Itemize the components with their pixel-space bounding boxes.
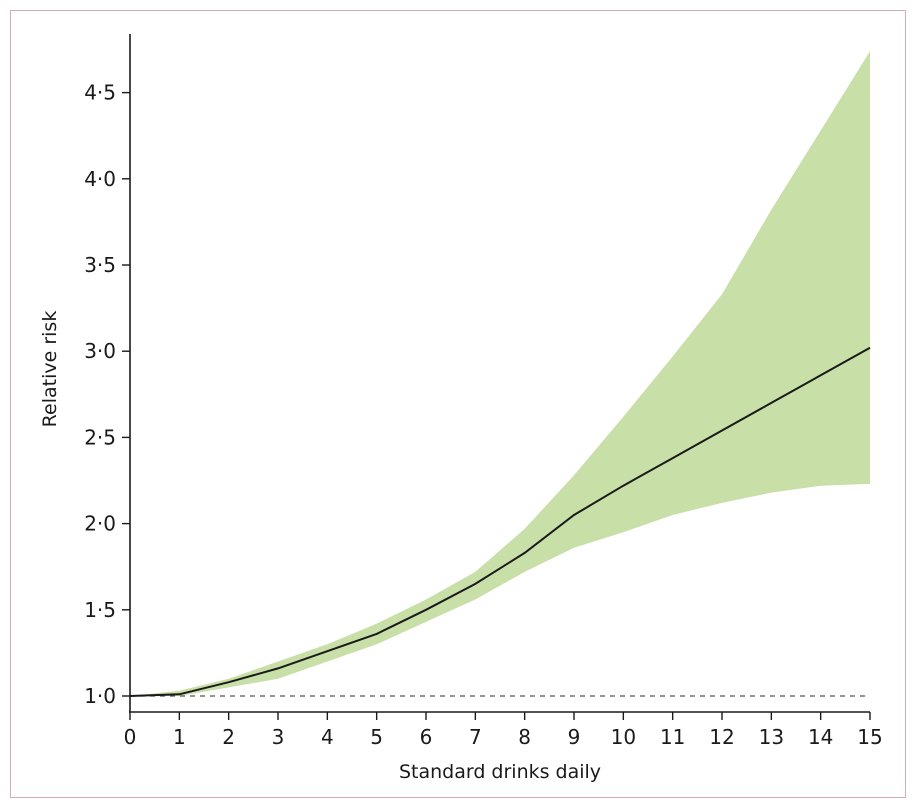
- x-tick-label: 4: [321, 725, 334, 749]
- x-tick-label: 15: [857, 725, 882, 749]
- x-axis-title: Standard drinks daily: [399, 761, 601, 783]
- x-tick-label: 13: [759, 725, 784, 749]
- confidence-band-layer: [130, 51, 870, 696]
- y-ticks: 1·0 1·5 2·0 2·5 3·0 3·5 4·0 4·5: [84, 81, 130, 708]
- x-tick-label: 8: [518, 725, 531, 749]
- y-tick-label: 3·5: [84, 253, 116, 277]
- confidence-interval-band: [130, 51, 870, 696]
- relative-risk-curve: [129, 346, 871, 697]
- x-tick-label: 5: [370, 725, 383, 749]
- x-tick-label: 0: [124, 725, 137, 749]
- x-tick-label: 12: [709, 725, 734, 749]
- y-tick-label: 2·0: [84, 512, 116, 536]
- x-tick-label: 3: [272, 725, 285, 749]
- y-axis-title: Relative risk: [39, 311, 61, 428]
- x-ticks: 0 1 2 3 4 5 6 7 8 9 10 11 12 13 14 15: [124, 712, 883, 749]
- x-tick-label: 10: [611, 725, 636, 749]
- y-tick-label: 4·0: [84, 167, 116, 191]
- x-tick-label: 11: [660, 725, 685, 749]
- x-tick-label: 2: [222, 725, 235, 749]
- x-tick-label: 1: [173, 725, 186, 749]
- x-tick-label: 14: [808, 725, 833, 749]
- y-tick-label: 4·5: [84, 81, 116, 105]
- risk-curve-layer: [129, 346, 871, 697]
- y-tick-label: 2·5: [84, 425, 116, 449]
- x-tick-label: 7: [469, 725, 482, 749]
- y-tick-label: 3·0: [84, 339, 116, 363]
- y-tick-label: 1·0: [84, 684, 116, 708]
- x-tick-label: 6: [420, 725, 433, 749]
- x-tick-label: 9: [568, 725, 581, 749]
- y-tick-label: 1·5: [84, 598, 116, 622]
- axes-layer: [129, 34, 870, 713]
